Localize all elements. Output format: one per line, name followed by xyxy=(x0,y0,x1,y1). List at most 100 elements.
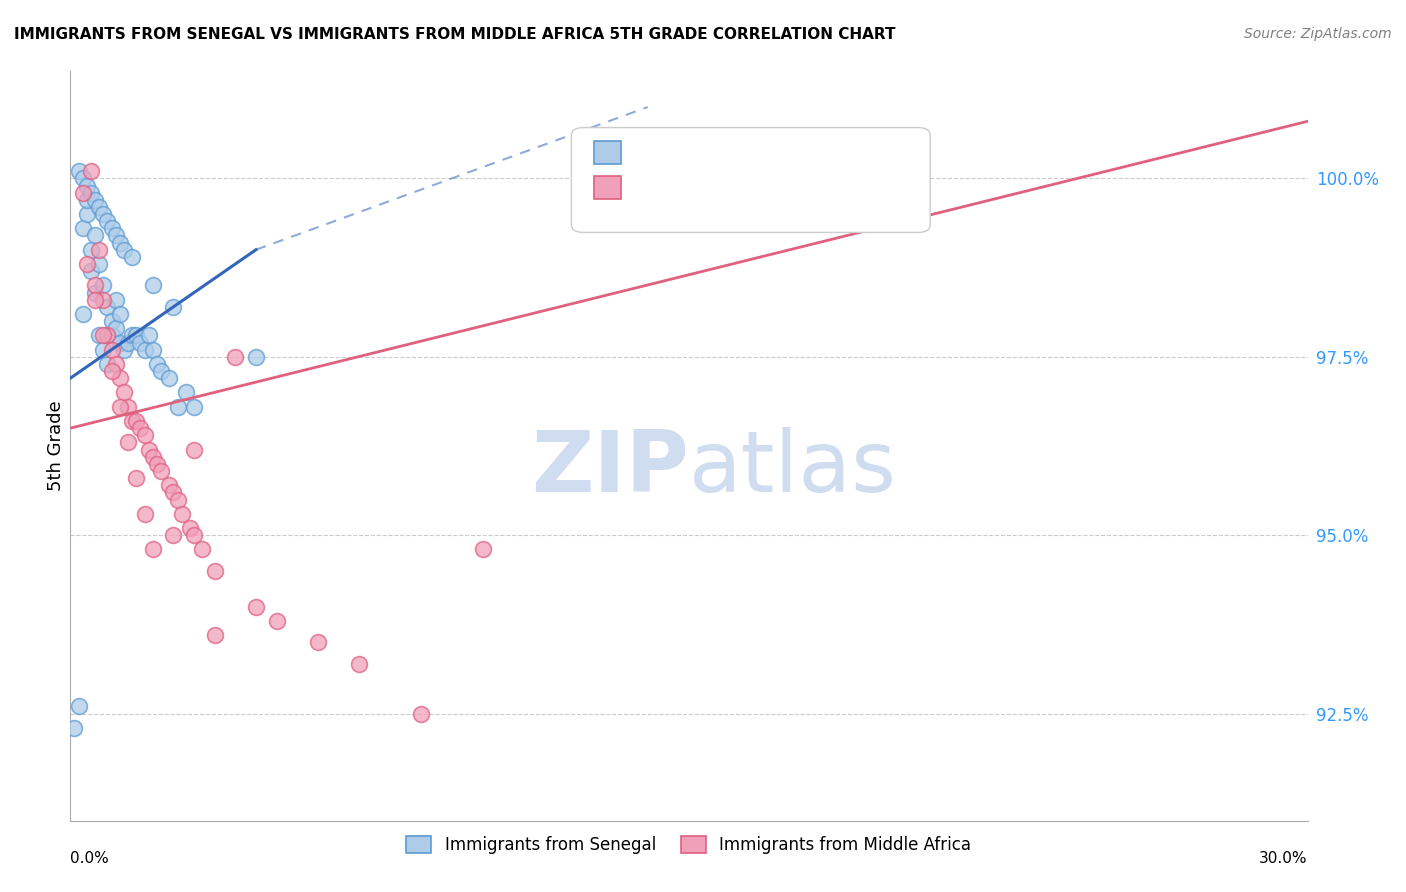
Point xyxy=(84,228,107,243)
Point xyxy=(142,450,165,464)
Point xyxy=(84,285,107,300)
Point xyxy=(162,300,184,314)
Point xyxy=(80,164,103,178)
Point xyxy=(89,257,111,271)
Point xyxy=(117,335,139,350)
Text: Source: ZipAtlas.com: Source: ZipAtlas.com xyxy=(1244,27,1392,41)
Point xyxy=(183,528,205,542)
Point xyxy=(100,364,122,378)
Point xyxy=(112,243,135,257)
Point xyxy=(129,421,152,435)
Point xyxy=(138,442,160,457)
Point xyxy=(150,464,173,478)
Point xyxy=(266,614,288,628)
Point xyxy=(104,321,127,335)
Point xyxy=(121,328,143,343)
Point xyxy=(174,385,197,400)
Point xyxy=(72,171,94,186)
Point xyxy=(166,400,188,414)
Point xyxy=(117,400,139,414)
Point xyxy=(179,521,201,535)
Point xyxy=(129,335,152,350)
Point xyxy=(170,507,193,521)
Point xyxy=(121,250,143,264)
Point xyxy=(91,207,114,221)
Legend: Immigrants from Senegal, Immigrants from Middle Africa: Immigrants from Senegal, Immigrants from… xyxy=(399,830,979,861)
Point xyxy=(100,221,122,235)
Point xyxy=(91,328,114,343)
Point xyxy=(84,278,107,293)
Text: atlas: atlas xyxy=(689,427,897,510)
Text: R = 0.361: R = 0.361 xyxy=(631,177,737,195)
Point xyxy=(146,357,169,371)
Point xyxy=(96,300,118,314)
Point xyxy=(307,635,329,649)
Point xyxy=(245,350,267,364)
Text: 30.0%: 30.0% xyxy=(1260,851,1308,865)
Point xyxy=(138,328,160,343)
Point xyxy=(108,371,131,385)
Text: ZIP: ZIP xyxy=(531,427,689,510)
Point xyxy=(157,478,180,492)
Point xyxy=(134,428,156,442)
Point xyxy=(183,400,205,414)
Point xyxy=(204,564,226,578)
Point xyxy=(471,542,494,557)
FancyBboxPatch shape xyxy=(571,128,931,233)
Point xyxy=(108,335,131,350)
Point xyxy=(96,328,118,343)
Point xyxy=(108,400,131,414)
Point xyxy=(76,193,98,207)
Point xyxy=(112,343,135,357)
Point xyxy=(108,307,131,321)
Point xyxy=(347,657,370,671)
Point xyxy=(245,599,267,614)
Point xyxy=(104,357,127,371)
Text: 0.0%: 0.0% xyxy=(70,851,110,865)
Point xyxy=(162,485,184,500)
Point xyxy=(142,278,165,293)
Point xyxy=(112,385,135,400)
Point xyxy=(125,414,148,428)
Point xyxy=(72,307,94,321)
Point xyxy=(183,442,205,457)
Point xyxy=(125,328,148,343)
Point xyxy=(204,628,226,642)
Point xyxy=(100,328,122,343)
Point xyxy=(117,435,139,450)
Point xyxy=(91,343,114,357)
Point xyxy=(96,357,118,371)
Point xyxy=(224,350,246,364)
Point xyxy=(134,343,156,357)
Point xyxy=(89,328,111,343)
Point xyxy=(142,343,165,357)
Point xyxy=(134,507,156,521)
Point xyxy=(67,699,90,714)
Point xyxy=(108,235,131,250)
Point xyxy=(142,542,165,557)
Point xyxy=(91,278,114,293)
Bar xyxy=(593,177,621,199)
Point xyxy=(91,293,114,307)
Point xyxy=(121,414,143,428)
Point xyxy=(67,164,90,178)
Point xyxy=(84,193,107,207)
Point xyxy=(80,243,103,257)
Text: IMMIGRANTS FROM SENEGAL VS IMMIGRANTS FROM MIDDLE AFRICA 5TH GRADE CORRELATION C: IMMIGRANTS FROM SENEGAL VS IMMIGRANTS FR… xyxy=(14,27,896,42)
Point xyxy=(63,721,86,735)
Text: N = 47: N = 47 xyxy=(782,177,855,195)
Point xyxy=(104,228,127,243)
Point xyxy=(125,471,148,485)
Point xyxy=(146,457,169,471)
Point xyxy=(96,214,118,228)
Point xyxy=(89,200,111,214)
Point xyxy=(191,542,214,557)
Point xyxy=(409,706,432,721)
Point xyxy=(72,186,94,200)
Point xyxy=(166,492,188,507)
Point xyxy=(150,364,173,378)
Point xyxy=(89,243,111,257)
Point xyxy=(84,293,107,307)
Point xyxy=(100,314,122,328)
Point xyxy=(100,343,122,357)
